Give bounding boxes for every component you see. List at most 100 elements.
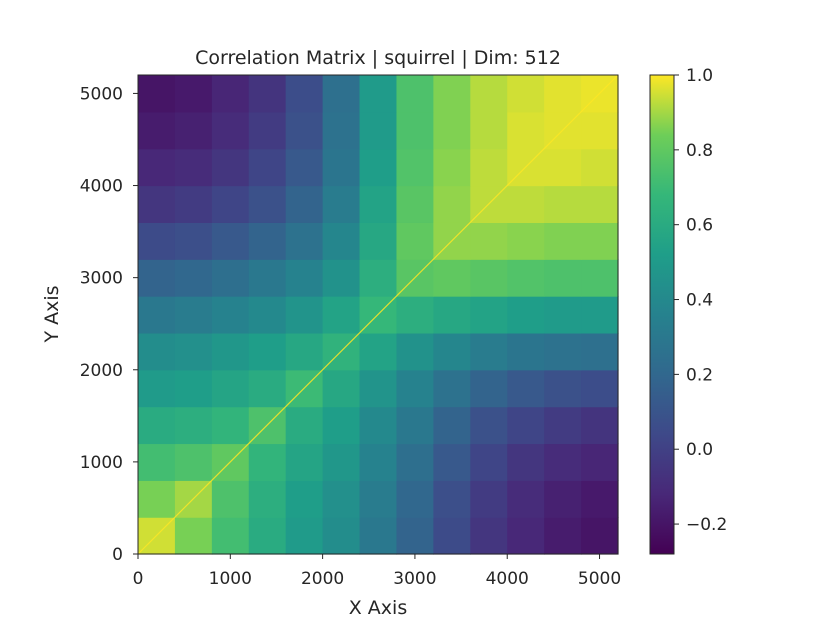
heatmap-cell: [470, 443, 508, 481]
heatmap-cell: [285, 480, 324, 518]
heatmap-cell: [507, 517, 545, 555]
heatmap-cell: [285, 111, 324, 150]
heatmap-cell: [507, 222, 545, 260]
heatmap-cell: [470, 148, 508, 187]
heatmap-cell: [285, 148, 324, 187]
heatmap-cell: [396, 185, 434, 223]
y-tick-label: 3000: [80, 269, 123, 289]
heatmap-cell: [322, 369, 361, 408]
x-tick-label: 3000: [393, 569, 436, 589]
heatmap-cell: [174, 443, 213, 481]
heatmap-cells: [137, 74, 619, 555]
heatmap-cell: [359, 75, 398, 113]
heatmap-cell: [322, 148, 361, 187]
heatmap-cell: [211, 111, 250, 150]
heatmap-cell: [211, 480, 250, 518]
heatmap-cell: [359, 369, 398, 408]
heatmap-cell: [322, 296, 361, 334]
heatmap-cell: [396, 75, 434, 113]
heatmap-cell: [507, 332, 545, 371]
heatmap-cell: [322, 111, 361, 150]
heatmap-cell: [138, 111, 176, 150]
heatmap-cell: [544, 332, 582, 371]
heatmap-cell: [174, 185, 213, 223]
heatmap-cell: [174, 259, 213, 297]
heatmap-cell: [581, 480, 619, 518]
x-axis-label: X Axis: [349, 597, 407, 619]
heatmap-cell: [359, 406, 398, 445]
heatmap-cell: [138, 185, 176, 223]
heatmap-cell: [433, 443, 471, 481]
heatmap-cell: [544, 406, 582, 445]
heatmap-cell: [470, 406, 508, 445]
heatmap-cell: [433, 480, 471, 518]
heatmap-cell: [248, 185, 287, 223]
heatmap-cell: [544, 259, 582, 297]
heatmap-cell: [581, 222, 619, 260]
heatmap-cell: [581, 296, 619, 334]
heatmap-cell: [211, 185, 250, 223]
y-tick-label: 4000: [80, 177, 123, 197]
heatmap-cell: [248, 259, 287, 297]
y-axis-ticks: 0 1000 2000 3000 4000 5000: [80, 84, 138, 565]
heatmap-cell: [322, 517, 361, 555]
y-tick-label: 0: [112, 545, 123, 565]
heatmap-cell: [322, 222, 361, 260]
heatmap-cell: [544, 148, 582, 187]
heatmap-cell: [138, 443, 176, 481]
heatmap-cell: [470, 111, 508, 150]
heatmap-cell: [470, 75, 508, 113]
diagonal-line: [137, 74, 619, 555]
heatmap-cell: [322, 75, 361, 113]
colorbar-ticks: −0.2 0.0 0.2 0.4 0.6 0.8 1.0: [674, 66, 727, 535]
heatmap-cell: [581, 259, 619, 297]
y-tick-label: 1000: [80, 453, 123, 473]
heatmap-cell: [285, 443, 324, 481]
heatmap-cell: [581, 148, 619, 187]
heatmap-cell: [322, 406, 361, 445]
heatmap-cell: [211, 75, 250, 113]
heatmap-cell: [138, 480, 176, 518]
heatmap-cell: [470, 369, 508, 408]
heatmap-cell: [174, 111, 213, 150]
heatmap-cell: [285, 332, 324, 371]
heatmap-cell: [174, 517, 213, 555]
heatmap-cell: [359, 185, 398, 223]
heatmap-cell: [507, 185, 545, 223]
colorbar-tick-label: 0.4: [686, 291, 713, 311]
x-tick-label: 0: [133, 569, 144, 589]
heatmap-cell: [544, 443, 582, 481]
heatmap-cell: [433, 111, 471, 150]
heatmap-cell: [470, 222, 508, 260]
heatmap-cell: [433, 369, 471, 408]
colorbar-tick-label: −0.2: [686, 515, 727, 535]
heatmap-cell: [544, 75, 582, 113]
heatmap-cell: [285, 75, 324, 113]
heatmap-cell: [248, 443, 287, 481]
heatmap-cell: [359, 222, 398, 260]
plot-frame: [137, 74, 619, 555]
heatmap-cell: [581, 406, 619, 445]
heatmap-cell: [174, 369, 213, 408]
heatmap-cell: [359, 480, 398, 518]
heatmap-cell: [507, 480, 545, 518]
heatmap-cell: [581, 443, 619, 481]
heatmap-cell: [138, 406, 176, 445]
heatmap-cell: [211, 406, 250, 445]
heatmap-cell: [174, 222, 213, 260]
heatmap-cell: [544, 517, 582, 555]
colorbar-tick-label: 0.8: [686, 141, 713, 161]
x-tick-label: 5000: [578, 569, 621, 589]
heatmap-cell: [211, 517, 250, 555]
heatmap-cell: [359, 517, 398, 555]
heatmap-cell: [211, 259, 250, 297]
heatmap-cell: [174, 75, 213, 113]
heatmap-cell: [396, 222, 434, 260]
heatmap-cell: [396, 443, 434, 481]
heatmap-cell: [433, 75, 471, 113]
chart-title: Correlation Matrix | squirrel | Dim: 512: [195, 47, 561, 69]
heatmap-cell: [322, 185, 361, 223]
heatmap-cell: [138, 332, 176, 371]
heatmap-cell: [581, 517, 619, 555]
